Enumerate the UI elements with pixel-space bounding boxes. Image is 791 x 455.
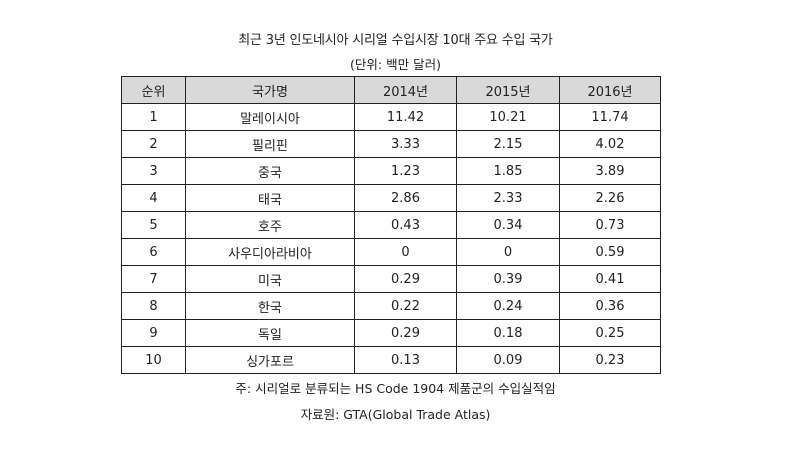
table-title: 최근 3년 인도네시아 시리얼 수입시장 10대 주요 수입 국가 — [238, 33, 553, 48]
header-row: 순위 국가명 2014년 2015년 2016년 — [121, 76, 661, 104]
rank-cell: 6 — [121, 238, 186, 266]
rank-cell: 2 — [121, 130, 186, 158]
import-table: 순위 국가명 2014년 2015년 2016년 1 말레이시아 11.42 1… — [121, 76, 661, 374]
value-2014-cell: 2.86 — [354, 184, 457, 212]
table-row: 4 태국 2.86 2.33 2.26 — [121, 184, 661, 212]
country-cell: 사우디아라비아 — [185, 238, 355, 266]
value-2016-cell: 11.74 — [559, 103, 661, 131]
table-row: 9 독일 0.29 0.18 0.25 — [121, 319, 661, 347]
country-cell: 미국 — [185, 265, 355, 293]
rank-cell: 3 — [121, 157, 186, 185]
table-note: 주: 시리얼로 분류되는 HS Code 1904 제품군의 수입실적임 — [235, 381, 556, 396]
value-2015-cell: 0.34 — [456, 211, 560, 239]
table-row: 1 말레이시아 11.42 10.21 11.74 — [121, 103, 661, 131]
table-row: 8 한국 0.22 0.24 0.36 — [121, 292, 661, 320]
value-2016-cell: 0.36 — [559, 292, 661, 320]
value-2014-cell: 0.29 — [354, 319, 457, 347]
table-row: 2 필리핀 3.33 2.15 4.02 — [121, 130, 661, 158]
country-cell: 말레이시아 — [185, 103, 355, 131]
value-2016-cell: 0.23 — [559, 346, 661, 374]
value-2014-cell: 3.33 — [354, 130, 457, 158]
value-2014-cell: 0.43 — [354, 211, 457, 239]
country-cell: 한국 — [185, 292, 355, 320]
rank-cell: 5 — [121, 211, 186, 239]
value-2014-cell: 11.42 — [354, 103, 457, 131]
country-cell: 호주 — [185, 211, 355, 239]
header-country: 국가명 — [185, 76, 355, 104]
value-2016-cell: 0.25 — [559, 319, 661, 347]
rank-cell: 9 — [121, 319, 186, 347]
value-2016-cell: 3.89 — [559, 157, 661, 185]
value-2015-cell: 0.24 — [456, 292, 560, 320]
header-2015: 2015년 — [456, 76, 560, 104]
value-2015-cell: 0.39 — [456, 265, 560, 293]
value-2015-cell: 0.18 — [456, 319, 560, 347]
header-2014: 2014년 — [354, 76, 457, 104]
rank-cell: 8 — [121, 292, 186, 320]
value-2015-cell: 0.09 — [456, 346, 560, 374]
rank-cell: 7 — [121, 265, 186, 293]
value-2015-cell: 0 — [456, 238, 560, 266]
value-2015-cell: 1.85 — [456, 157, 560, 185]
rank-cell: 1 — [121, 103, 186, 131]
value-2014-cell: 0.22 — [354, 292, 457, 320]
country-cell: 태국 — [185, 184, 355, 212]
country-cell: 싱가포르 — [185, 346, 355, 374]
value-2016-cell: 0.59 — [559, 238, 661, 266]
value-2014-cell: 0 — [354, 238, 457, 266]
value-2014-cell: 0.29 — [354, 265, 457, 293]
header-rank: 순위 — [121, 76, 186, 104]
table-row: 6 사우디아라비아 0 0 0.59 — [121, 238, 661, 266]
unit-label: (단위: 백만 달러) — [350, 57, 441, 72]
table-row: 5 호주 0.43 0.34 0.73 — [121, 211, 661, 239]
rank-cell: 4 — [121, 184, 186, 212]
value-2015-cell: 2.33 — [456, 184, 560, 212]
header-2016: 2016년 — [559, 76, 661, 104]
value-2016-cell: 2.26 — [559, 184, 661, 212]
value-2016-cell: 0.73 — [559, 211, 661, 239]
rank-cell: 10 — [121, 346, 186, 374]
value-2016-cell: 0.41 — [559, 265, 661, 293]
country-cell: 독일 — [185, 319, 355, 347]
value-2016-cell: 4.02 — [559, 130, 661, 158]
value-2014-cell: 1.23 — [354, 157, 457, 185]
value-2015-cell: 10.21 — [456, 103, 560, 131]
value-2015-cell: 2.15 — [456, 130, 560, 158]
table-row: 3 중국 1.23 1.85 3.89 — [121, 157, 661, 185]
table-row: 10 싱가포르 0.13 0.09 0.23 — [121, 346, 661, 374]
table-row: 7 미국 0.29 0.39 0.41 — [121, 265, 661, 293]
source-label: 자료원: GTA(Global Trade Atlas) — [300, 407, 491, 422]
value-2014-cell: 0.13 — [354, 346, 457, 374]
country-cell: 필리핀 — [185, 130, 355, 158]
country-cell: 중국 — [185, 157, 355, 185]
